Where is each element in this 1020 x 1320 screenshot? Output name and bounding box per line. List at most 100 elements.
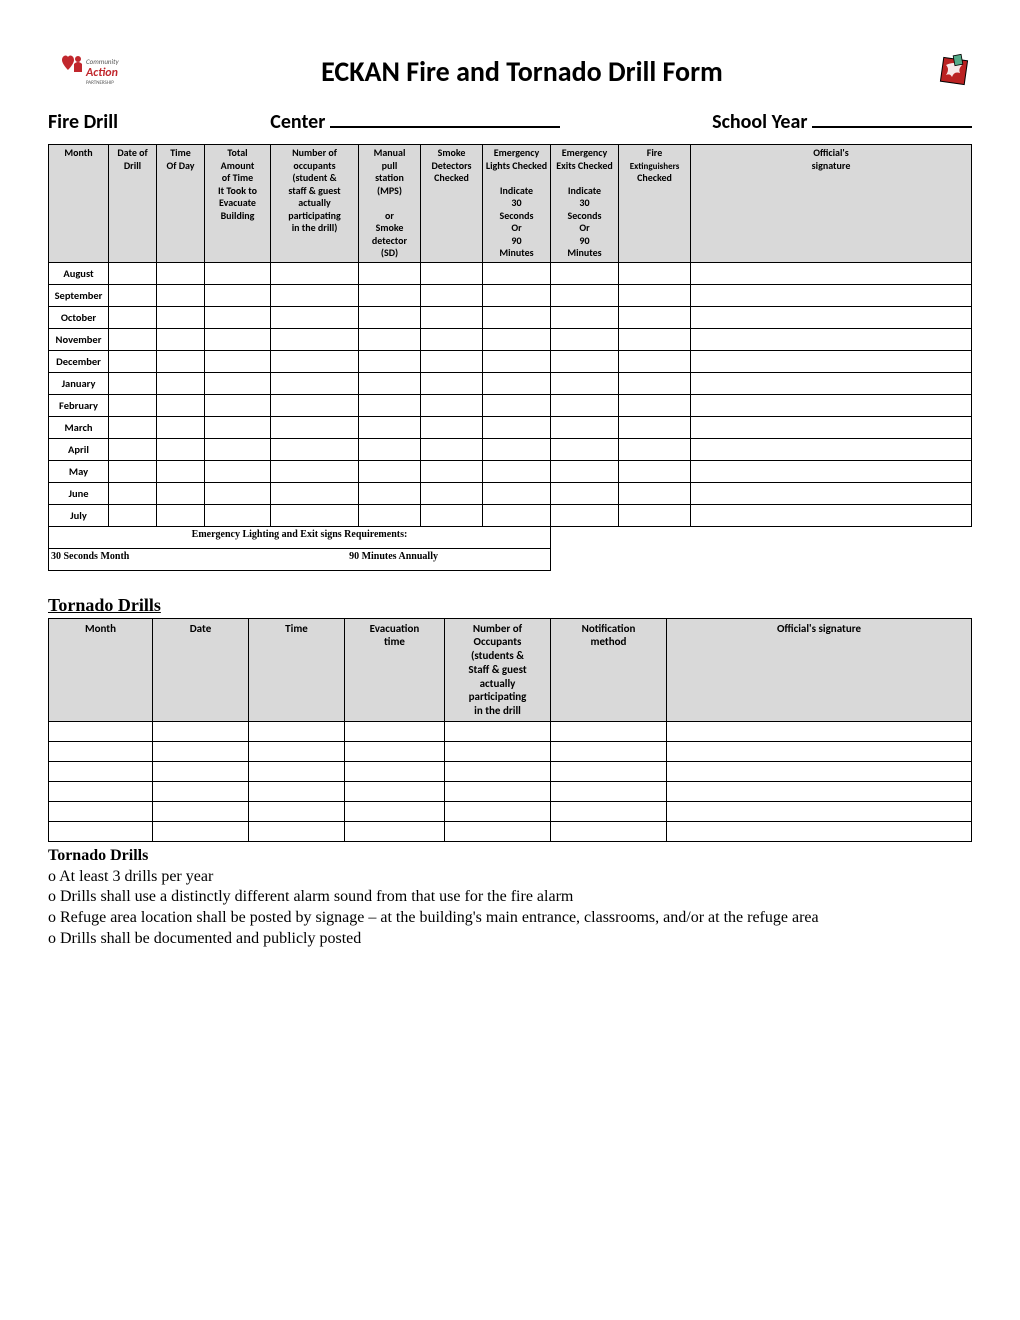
input-cell[interactable] <box>49 801 153 821</box>
input-cell[interactable] <box>421 262 483 284</box>
input-cell[interactable] <box>249 821 345 841</box>
input-cell[interactable] <box>153 741 249 761</box>
input-cell[interactable] <box>153 761 249 781</box>
input-cell[interactable] <box>205 460 271 482</box>
input-cell[interactable] <box>483 438 551 460</box>
input-cell[interactable] <box>691 350 972 372</box>
input-cell[interactable] <box>551 781 667 801</box>
input-cell[interactable] <box>667 801 972 821</box>
input-cell[interactable] <box>157 460 205 482</box>
input-cell[interactable] <box>421 306 483 328</box>
input-cell[interactable] <box>691 262 972 284</box>
input-cell[interactable] <box>359 372 421 394</box>
input-cell[interactable] <box>421 438 483 460</box>
input-cell[interactable] <box>359 438 421 460</box>
input-cell[interactable] <box>109 372 157 394</box>
input-cell[interactable] <box>551 306 619 328</box>
input-cell[interactable] <box>249 761 345 781</box>
input-cell[interactable] <box>483 460 551 482</box>
input-cell[interactable] <box>421 504 483 526</box>
input-cell[interactable] <box>551 350 619 372</box>
input-cell[interactable] <box>157 438 205 460</box>
input-cell[interactable] <box>619 306 691 328</box>
input-cell[interactable] <box>205 416 271 438</box>
input-cell[interactable] <box>271 482 359 504</box>
input-cell[interactable] <box>551 284 619 306</box>
input-cell[interactable] <box>109 504 157 526</box>
input-cell[interactable] <box>551 394 619 416</box>
input-cell[interactable] <box>157 394 205 416</box>
input-cell[interactable] <box>249 801 345 821</box>
input-cell[interactable] <box>359 350 421 372</box>
input-cell[interactable] <box>483 482 551 504</box>
input-cell[interactable] <box>205 328 271 350</box>
input-cell[interactable] <box>667 741 972 761</box>
input-cell[interactable] <box>421 350 483 372</box>
input-cell[interactable] <box>109 438 157 460</box>
input-cell[interactable] <box>49 761 153 781</box>
input-cell[interactable] <box>551 372 619 394</box>
input-cell[interactable] <box>345 801 445 821</box>
input-cell[interactable] <box>551 741 667 761</box>
input-cell[interactable] <box>153 721 249 741</box>
input-cell[interactable] <box>551 438 619 460</box>
input-cell[interactable] <box>359 416 421 438</box>
input-cell[interactable] <box>49 821 153 841</box>
input-cell[interactable] <box>359 460 421 482</box>
input-cell[interactable] <box>157 328 205 350</box>
input-cell[interactable] <box>153 781 249 801</box>
input-cell[interactable] <box>551 801 667 821</box>
input-cell[interactable] <box>109 306 157 328</box>
input-cell[interactable] <box>421 482 483 504</box>
input-cell[interactable] <box>691 460 972 482</box>
input-cell[interactable] <box>49 741 153 761</box>
input-cell[interactable] <box>109 284 157 306</box>
input-cell[interactable] <box>691 394 972 416</box>
input-cell[interactable] <box>421 460 483 482</box>
input-cell[interactable] <box>271 284 359 306</box>
input-cell[interactable] <box>691 372 972 394</box>
input-cell[interactable] <box>345 781 445 801</box>
input-cell[interactable] <box>49 721 153 741</box>
input-cell[interactable] <box>271 504 359 526</box>
input-cell[interactable] <box>359 482 421 504</box>
input-cell[interactable] <box>667 781 972 801</box>
input-cell[interactable] <box>359 394 421 416</box>
input-cell[interactable] <box>667 721 972 741</box>
input-cell[interactable] <box>551 721 667 741</box>
input-cell[interactable] <box>445 761 551 781</box>
input-cell[interactable] <box>345 761 445 781</box>
input-cell[interactable] <box>249 741 345 761</box>
input-cell[interactable] <box>483 284 551 306</box>
input-cell[interactable] <box>359 306 421 328</box>
input-cell[interactable] <box>49 781 153 801</box>
input-cell[interactable] <box>205 504 271 526</box>
input-cell[interactable] <box>205 372 271 394</box>
input-cell[interactable] <box>345 821 445 841</box>
input-cell[interactable] <box>153 801 249 821</box>
input-cell[interactable] <box>619 460 691 482</box>
input-cell[interactable] <box>691 504 972 526</box>
input-cell[interactable] <box>691 306 972 328</box>
input-cell[interactable] <box>359 284 421 306</box>
input-cell[interactable] <box>157 262 205 284</box>
input-cell[interactable] <box>205 306 271 328</box>
input-cell[interactable] <box>421 394 483 416</box>
input-cell[interactable] <box>109 460 157 482</box>
input-cell[interactable] <box>619 262 691 284</box>
input-cell[interactable] <box>445 741 551 761</box>
input-cell[interactable] <box>157 350 205 372</box>
input-cell[interactable] <box>109 328 157 350</box>
input-cell[interactable] <box>445 821 551 841</box>
input-cell[interactable] <box>551 504 619 526</box>
input-cell[interactable] <box>153 821 249 841</box>
input-cell[interactable] <box>421 328 483 350</box>
input-cell[interactable] <box>421 416 483 438</box>
input-cell[interactable] <box>109 262 157 284</box>
input-cell[interactable] <box>619 372 691 394</box>
input-cell[interactable] <box>551 262 619 284</box>
input-cell[interactable] <box>619 482 691 504</box>
input-cell[interactable] <box>483 328 551 350</box>
input-cell[interactable] <box>157 284 205 306</box>
input-cell[interactable] <box>271 416 359 438</box>
